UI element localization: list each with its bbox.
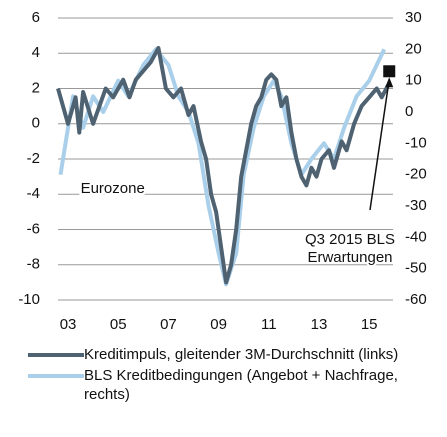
y-tick-label: -6 bbox=[27, 220, 40, 237]
y-tick-label: 2 bbox=[32, 79, 40, 96]
y2-tick-label: -30 bbox=[405, 197, 427, 214]
y-tick-label: -8 bbox=[27, 256, 40, 273]
y-tick-label: 6 bbox=[32, 9, 40, 26]
expectation-marker bbox=[383, 65, 396, 78]
legend-label: Kreditimpuls, gleitender 3M-Durchschnitt… bbox=[84, 346, 399, 363]
y2-tick-label: -50 bbox=[405, 260, 427, 277]
x-tick-label: 15 bbox=[361, 316, 378, 333]
arrowhead bbox=[385, 77, 394, 88]
line-series bbox=[56, 46, 391, 285]
y-tick-label: 4 bbox=[32, 44, 40, 61]
y2-tick-label: -10 bbox=[405, 134, 427, 151]
y2-tick-label: -20 bbox=[405, 166, 427, 183]
annotation: Erwartungen bbox=[307, 249, 392, 266]
x-tick-label: 09 bbox=[210, 316, 227, 333]
legend-swatch bbox=[28, 374, 84, 378]
y-tick-label: -4 bbox=[27, 185, 40, 202]
annotation: Eurozone bbox=[81, 180, 145, 197]
y2-tick-label: 20 bbox=[405, 40, 422, 57]
y2-tick-label: 0 bbox=[405, 103, 413, 120]
legend: Kreditimpuls, gleitender 3M-Durchschnitt… bbox=[28, 345, 428, 406]
annotation: Q3 2015 BLS bbox=[305, 231, 395, 248]
y-tick-label: -10 bbox=[18, 291, 40, 308]
y2-tick-label: -60 bbox=[405, 291, 427, 308]
x-tick-label: 03 bbox=[60, 316, 77, 333]
legend-item: BLS Kreditbedingungen (Angebot + Nachfra… bbox=[28, 366, 428, 404]
arrow bbox=[369, 79, 390, 211]
y2-tick-label: -40 bbox=[405, 228, 427, 245]
legend-item: Kreditimpuls, gleitender 3M-Durchschnitt… bbox=[28, 345, 428, 364]
legend-swatch bbox=[28, 353, 84, 357]
y2-tick-label: 10 bbox=[405, 72, 422, 89]
legend-label: BLS Kreditbedingungen (Angebot + Nachfra… bbox=[84, 367, 398, 403]
x-tick-label: 05 bbox=[110, 316, 127, 333]
x-tick-label: 11 bbox=[261, 316, 277, 333]
y-tick-label: 0 bbox=[32, 115, 40, 132]
x-tick-label: 13 bbox=[311, 316, 328, 333]
y2-tick-label: 30 bbox=[405, 9, 422, 26]
y-tick-label: -2 bbox=[27, 150, 40, 167]
chart: -10-8-6-4-20246-60-50-40-30-20-100102030… bbox=[18, 9, 427, 333]
x-tick-label: 07 bbox=[160, 316, 177, 333]
